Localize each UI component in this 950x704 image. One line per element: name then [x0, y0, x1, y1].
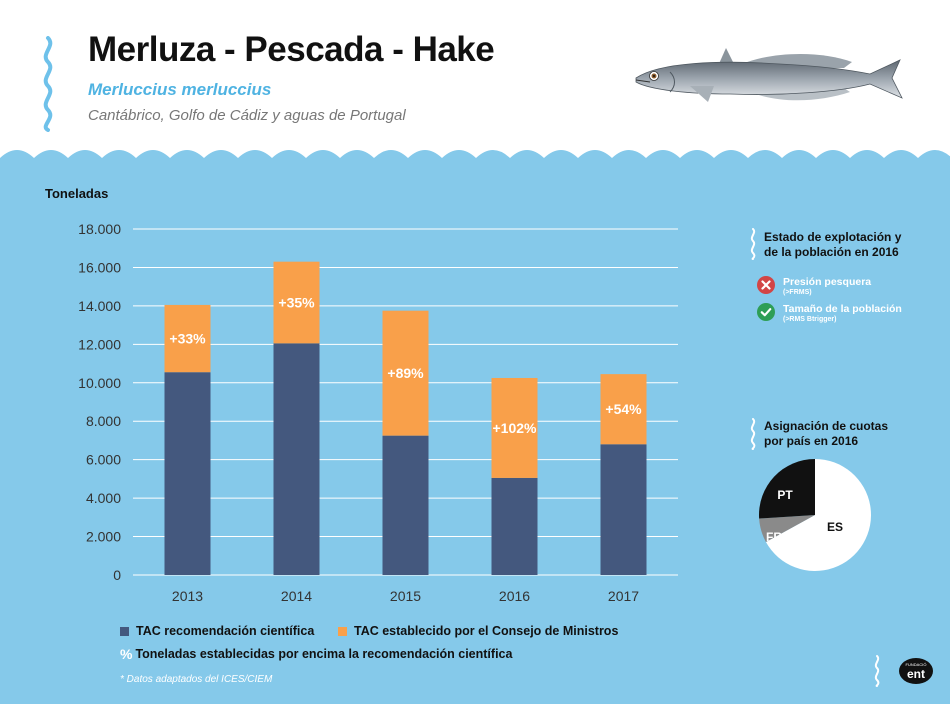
- wave-divider: [0, 150, 950, 170]
- bar-recommended: [164, 372, 211, 575]
- logo-small-text: FUNDACIÓ: [906, 662, 927, 667]
- hake-fish-icon: [635, 48, 903, 102]
- x-tick-label: 2015: [390, 588, 421, 604]
- check-icon: [757, 303, 775, 321]
- bar-recommended: [273, 343, 320, 575]
- status-fishing-pressure: Presión pesquera (>FRMS): [757, 276, 871, 297]
- y-tick-label: 18.000: [78, 221, 121, 237]
- quotas-title: Asignación de cuotas por país en 2016: [764, 419, 888, 449]
- legend-item-established: TAC establecido por el Consejo de Minist…: [338, 624, 618, 638]
- pie-slice-pt: [759, 459, 815, 519]
- status-title-line2: de la población en 2016: [764, 245, 899, 259]
- bar-excess: [273, 261, 320, 344]
- bar-excess: [382, 310, 429, 436]
- chart-panel: Toneladas 0 2.000 4.000 6.000 8.000 10.000 12.…: [0, 166, 950, 704]
- legend-label: TAC recomendación científica: [136, 624, 315, 638]
- x-tick-label: 2014: [281, 588, 312, 604]
- pie-label: FR: [766, 530, 782, 544]
- data-label: +33%: [169, 331, 206, 347]
- legend-swatch: [120, 626, 129, 636]
- data-label: +89%: [387, 365, 424, 381]
- y-tick-label: 0: [113, 567, 121, 583]
- x-axis: 2013 2014 2015 2016 2017: [172, 588, 639, 604]
- y-tick-label: 2.000: [86, 529, 121, 545]
- pie-slice-es: [765, 459, 871, 571]
- bar-excess: [491, 377, 538, 478]
- legend-label: Toneladas establecidas por encima la rec…: [135, 647, 513, 661]
- pie-label: ES: [827, 520, 843, 534]
- percent-symbol: %: [120, 646, 133, 662]
- status-sub: (>FRMS): [783, 289, 812, 296]
- pie-label: PT: [777, 488, 793, 502]
- bar-recommended: [382, 435, 429, 575]
- quotas-title-line2: por país en 2016: [764, 434, 859, 448]
- stacked-bar-chart: Toneladas 0 2.000 4.000 6.000 8.000 10.000 12.…: [45, 186, 678, 604]
- data-label: +35%: [278, 295, 315, 311]
- legend-item-percentage: % Toneladas establecidas por encima la r…: [120, 646, 512, 662]
- footnote: * Datos adaptados del ICES/CIEM: [120, 674, 273, 685]
- bar-recommended: [600, 444, 647, 575]
- legend-swatch: [338, 626, 347, 636]
- legend-label: TAC establecido por el Consejo de Minist…: [354, 624, 619, 638]
- x-tick-label: 2017: [608, 588, 639, 604]
- data-label: +102%: [493, 420, 538, 436]
- legend-item-recommended: TAC recomendación científica: [120, 624, 314, 638]
- scientific-name: Merluccius merluccius: [88, 80, 272, 99]
- status-population-size: Tamaño de la población (>RMS Btrigger): [757, 303, 902, 324]
- bar-excess: [164, 304, 211, 373]
- y-tick-label: 8.000: [86, 413, 121, 429]
- squiggle-decoration: [750, 418, 756, 450]
- x-tick-label: 2013: [172, 588, 203, 604]
- logo-big-text: ent: [907, 667, 925, 681]
- squiggle-decoration: [750, 228, 756, 260]
- status-label: Presión pesquera: [783, 276, 872, 288]
- status-sub: (>RMS Btrigger): [783, 316, 837, 323]
- page-title: Merluza - Pescada - Hake: [88, 30, 495, 69]
- bars: +33% +35% +89% +102% +54%: [164, 261, 647, 575]
- y-tick-label: 6.000: [86, 452, 121, 468]
- quota-pie-chart: ES FR PT: [759, 459, 871, 571]
- status-title: Estado de explotación y de la población …: [764, 230, 901, 260]
- y-tick-label: 14.000: [78, 298, 121, 314]
- y-tick-label: 12.000: [78, 336, 121, 352]
- status-title-line1: Estado de explotación y: [764, 230, 902, 244]
- foundation-logo: FUNDACIÓ ent: [874, 655, 933, 687]
- pie-slice-fr: [759, 515, 815, 542]
- y-tick-label: 16.000: [78, 259, 121, 275]
- bar-excess: [600, 374, 647, 445]
- x-tick-label: 2016: [499, 588, 530, 604]
- y-axis-label: Toneladas: [45, 186, 108, 201]
- data-label: +54%: [605, 401, 642, 417]
- cross-icon: [757, 276, 775, 294]
- status-label: Tamaño de la población: [783, 303, 902, 315]
- header: Merluza - Pescada - Hake Merluccius merl…: [0, 0, 950, 160]
- bar-recommended: [491, 477, 538, 575]
- y-tick-label: 4.000: [86, 490, 121, 506]
- region-subtitle: Cantábrico, Golfo de Cádiz y aguas de Po…: [88, 107, 406, 124]
- y-tick-label: 10.000: [78, 375, 121, 391]
- quotas-title-line1: Asignación de cuotas: [764, 419, 889, 433]
- squiggle-decoration: [43, 36, 53, 132]
